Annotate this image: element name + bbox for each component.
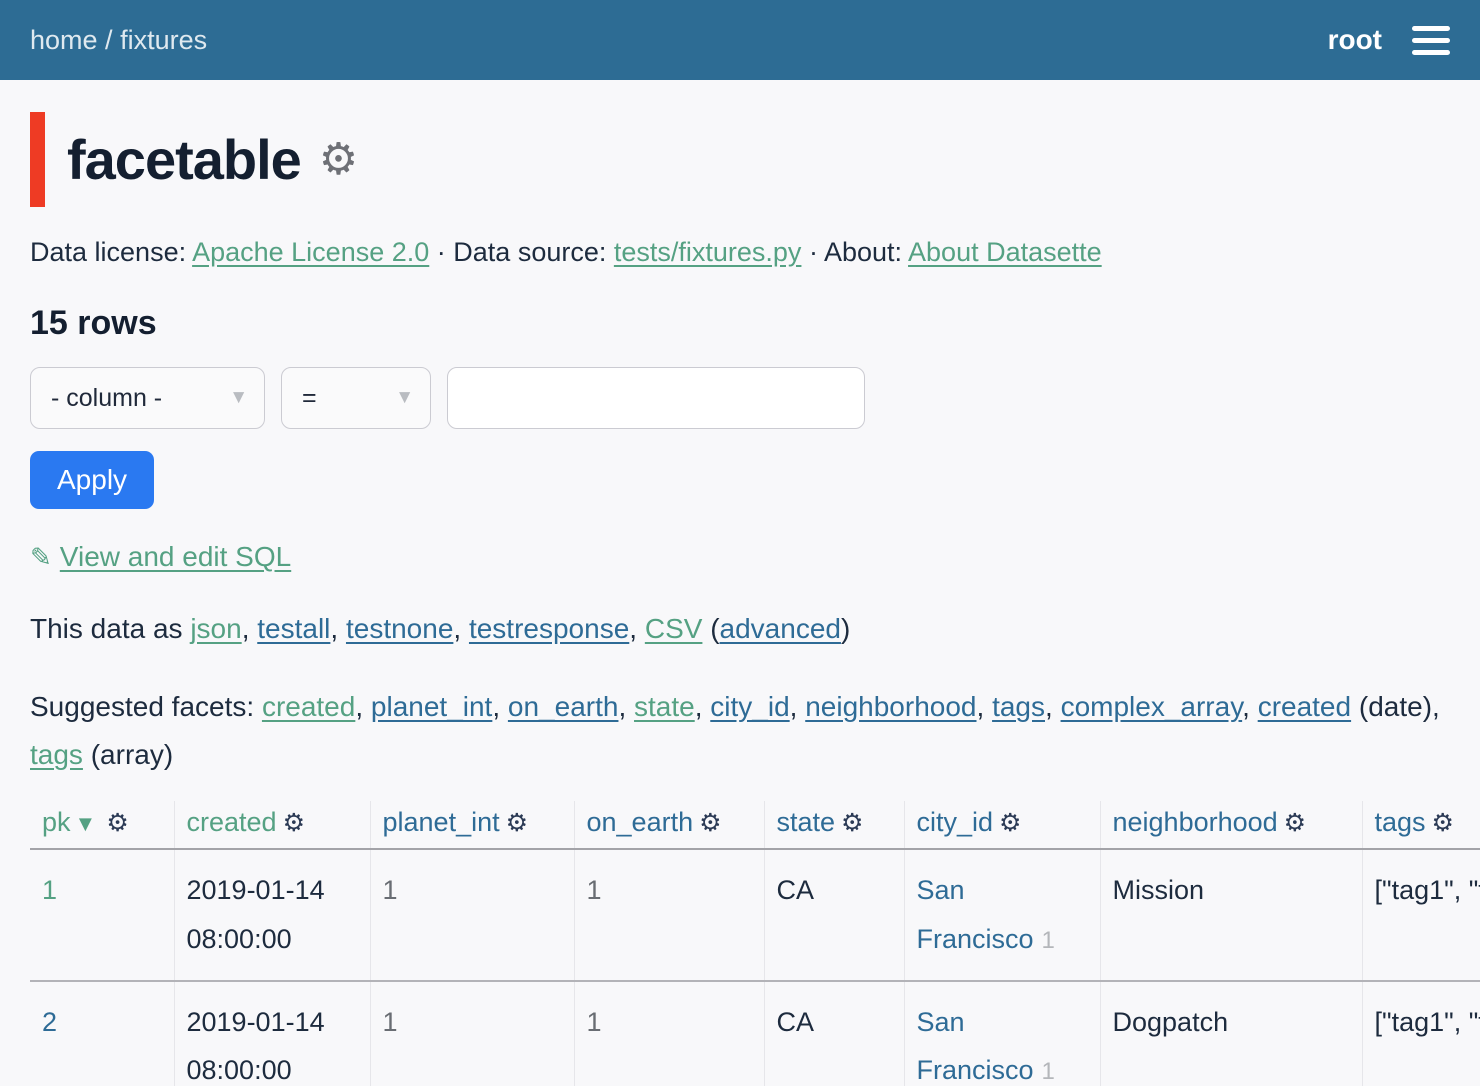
export-link-testall[interactable]: testall: [257, 613, 331, 644]
export-link-json[interactable]: json: [190, 613, 242, 644]
cell-planet-int: 1: [369, 849, 574, 982]
view-sql-line: ✎ View and edit SQL: [30, 541, 1450, 573]
sort-pk-link[interactable]: pk: [42, 807, 71, 838]
facet-link-created-date[interactable]: created: [1257, 691, 1352, 722]
cell-neighborhood: Mission: [1099, 849, 1362, 982]
column-header-tags: tags ⚙: [1361, 801, 1480, 851]
column-header-neighborhood: neighborhood ⚙: [1099, 801, 1362, 851]
hamburger-icon: [1412, 25, 1450, 31]
sort-on-earth-link[interactable]: on_earth: [586, 807, 694, 838]
facet-link-complex-array[interactable]: complex_array: [1060, 691, 1243, 722]
top-nav: home / fixtures root: [0, 0, 1480, 80]
cell-tags: ["tag1", "tag3"]: [1361, 980, 1480, 1086]
table-row: 2 2019-01-14 08:00:00 1 1 CA San Francis…: [30, 980, 1480, 1086]
facet-link-on-earth[interactable]: on_earth: [507, 691, 619, 722]
facet-link-tags[interactable]: tags: [992, 691, 1045, 722]
cell-city-id: San Francisco 1: [903, 849, 1100, 982]
facet-link-planet-int[interactable]: planet_int: [370, 691, 493, 722]
table-options-gear-icon[interactable]: ⚙: [318, 134, 358, 184]
column-header-city-id: city_id ⚙: [903, 801, 1100, 851]
about-link[interactable]: About Datasette: [908, 237, 1102, 267]
column-header-planet-int: planet_int ⚙: [369, 801, 574, 851]
cell-state: CA: [763, 980, 904, 1086]
filter-operator-select[interactable]: = ▼: [281, 367, 431, 429]
cell-state: CA: [763, 849, 904, 982]
breadcrumb-database-link[interactable]: fixtures: [120, 24, 208, 55]
export-link-testnone[interactable]: testnone: [345, 613, 454, 644]
column-options-gear-icon[interactable]: ⚙: [505, 809, 529, 838]
chevron-down-icon: ▼: [229, 387, 248, 408]
metadata-line: Data license: Apache License 2.0 · Data …: [30, 237, 1102, 267]
column-options-gear-icon[interactable]: ⚙: [106, 809, 129, 838]
cell-neighborhood: Dogpatch: [1099, 980, 1362, 1086]
source-link[interactable]: tests/fixtures.py: [613, 237, 802, 267]
facet-link-created[interactable]: created: [261, 691, 356, 722]
column-header-on-earth: on_earth ⚙: [573, 801, 764, 851]
sort-neighborhood-link[interactable]: neighborhood: [1112, 807, 1278, 838]
column-header-pk: pk ▼ ⚙: [30, 801, 174, 851]
table-row: 1 2019-01-14 08:00:00 1 1 CA San Francis…: [30, 849, 1480, 982]
sort-created-link[interactable]: created: [186, 807, 277, 838]
city-id-raw-value: 1: [1041, 1058, 1055, 1086]
export-line: This data as json, testall, testnone, te…: [30, 613, 851, 644]
city-link[interactable]: San Francisco: [916, 875, 1034, 954]
column-options-gear-icon[interactable]: ⚙: [1431, 809, 1454, 838]
menu-button[interactable]: [1412, 22, 1450, 59]
cell-on-earth: 1: [573, 849, 764, 982]
filter-value-input[interactable]: [447, 367, 865, 429]
breadcrumb: home / fixtures: [30, 25, 207, 56]
row-pk-link[interactable]: 2: [42, 1006, 58, 1037]
breadcrumb-separator: /: [97, 24, 121, 55]
filter-row: - column - ▼ = ▼: [30, 367, 1450, 429]
city-id-raw-value: 1: [1041, 926, 1055, 954]
facet-link-state[interactable]: state: [634, 691, 695, 722]
cell-created: 2019-01-14 08:00:00: [173, 849, 370, 982]
export-link-csv[interactable]: CSV: [644, 613, 703, 644]
cell-tags: ["tag1", "tag2"]: [1361, 849, 1480, 982]
sort-state-link[interactable]: state: [776, 807, 836, 838]
facet-link-tags-array[interactable]: tags: [30, 739, 83, 771]
page-title: facetable ⚙: [67, 128, 358, 191]
license-link[interactable]: Apache License 2.0: [192, 237, 430, 267]
export-link-advanced[interactable]: advanced: [719, 613, 841, 644]
cell-on-earth: 1: [573, 980, 764, 1086]
cell-created: 2019-01-14 08:00:00: [173, 980, 370, 1086]
column-options-gear-icon[interactable]: ⚙: [282, 809, 305, 838]
view-edit-sql-link[interactable]: View and edit SQL: [59, 541, 292, 572]
sort-tags-link[interactable]: tags: [1374, 807, 1426, 838]
suggested-facets: Suggested facets: created, planet_int, o…: [30, 691, 1440, 771]
export-link-testresponse[interactable]: testresponse: [468, 613, 630, 644]
row-count: 15 rows: [30, 304, 157, 342]
facet-link-neighborhood[interactable]: neighborhood: [805, 691, 977, 722]
cell-planet-int: 1: [369, 980, 574, 1086]
page-title-block: facetable ⚙: [30, 112, 1450, 207]
pencil-icon: ✎: [30, 542, 52, 572]
column-options-gear-icon[interactable]: ⚙: [999, 809, 1022, 838]
column-header-created: created ⚙: [173, 801, 370, 851]
sort-planet-int-link[interactable]: planet_int: [382, 807, 500, 838]
breadcrumb-home-link[interactable]: home: [30, 24, 98, 55]
column-options-gear-icon[interactable]: ⚙: [699, 809, 722, 838]
rows-table: pk ▼ ⚙ created ⚙ planet_int ⚙ on_earth ⚙ stat…: [30, 801, 1480, 1086]
city-link[interactable]: San Francisco: [916, 1006, 1034, 1086]
sort-desc-icon: ▼: [74, 811, 97, 837]
apply-button[interactable]: Apply: [30, 451, 155, 509]
sort-city-id-link[interactable]: city_id: [916, 807, 994, 838]
cell-city-id: San Francisco 1: [903, 980, 1100, 1086]
user-menu-link[interactable]: root: [1327, 24, 1382, 55]
column-options-gear-icon[interactable]: ⚙: [841, 809, 864, 838]
table-header-row: pk ▼ ⚙ created ⚙ planet_int ⚙ on_earth ⚙ stat…: [30, 801, 1480, 851]
row-pk-link[interactable]: 1: [42, 875, 58, 906]
title-accent-bar: [30, 112, 45, 207]
filter-column-select[interactable]: - column - ▼: [30, 367, 265, 429]
column-header-state: state ⚙: [763, 801, 904, 851]
column-options-gear-icon[interactable]: ⚙: [1283, 809, 1307, 838]
facet-link-city-id[interactable]: city_id: [710, 691, 790, 722]
main-content: facetable ⚙ Data license: Apache License …: [0, 112, 1480, 1086]
chevron-down-icon: ▼: [395, 387, 414, 408]
